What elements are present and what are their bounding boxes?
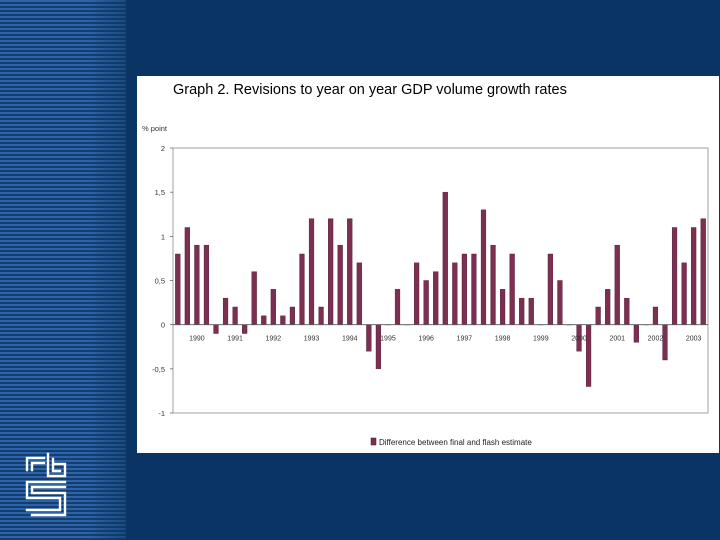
y-tick-label: 0 xyxy=(161,321,165,330)
x-tick-label: 1994 xyxy=(342,336,358,343)
bar xyxy=(490,244,496,325)
bar xyxy=(213,324,219,334)
y-tick-label: 0,5 xyxy=(155,277,165,286)
bar xyxy=(691,227,697,325)
y-tick-label: -0,5 xyxy=(152,365,165,374)
bar xyxy=(557,280,563,325)
chart-title: Graph 2. Revisions to year on year GDP v… xyxy=(173,82,567,98)
bar xyxy=(299,253,305,325)
bar xyxy=(662,324,668,361)
bar xyxy=(270,289,276,325)
bar xyxy=(194,244,200,325)
logo-b-shape xyxy=(46,452,67,478)
bar xyxy=(251,271,257,325)
bar xyxy=(519,297,525,325)
cbs-logo-icon xyxy=(25,452,67,517)
bar xyxy=(681,262,687,325)
striped-sidebar xyxy=(0,0,126,540)
bar xyxy=(652,306,659,325)
y-axis-label: % point xyxy=(142,124,168,133)
x-tick-label: 2000 xyxy=(571,336,587,343)
bar xyxy=(433,271,439,325)
bar xyxy=(414,262,420,325)
bar xyxy=(614,244,620,325)
legend-swatch xyxy=(370,437,377,446)
bar xyxy=(528,297,534,325)
x-tick-label: 2003 xyxy=(686,336,702,343)
bar xyxy=(500,289,506,325)
x-tick-label: 1990 xyxy=(189,336,205,343)
bar xyxy=(222,297,229,325)
bar xyxy=(203,244,210,325)
bar xyxy=(700,218,706,325)
bar xyxy=(232,306,238,325)
x-tick-label: 1998 xyxy=(495,336,511,343)
bar xyxy=(356,262,362,325)
bar xyxy=(337,244,343,325)
bar xyxy=(184,227,190,325)
x-tick-label: 1996 xyxy=(418,336,434,343)
bar xyxy=(671,227,678,325)
bar xyxy=(624,297,630,325)
bar xyxy=(289,306,296,325)
bar xyxy=(318,306,324,325)
bar xyxy=(280,315,286,325)
bar xyxy=(261,315,267,325)
legend: Difference between final and flash estim… xyxy=(370,437,532,447)
y-tick-label: -1 xyxy=(158,409,165,418)
bar xyxy=(471,253,477,325)
bar xyxy=(585,324,592,387)
legend-label: Difference between final and flash estim… xyxy=(379,438,532,447)
bar xyxy=(366,324,372,352)
chart-panel: Graph 2. Revisions to year on year GDP v… xyxy=(137,76,719,453)
y-tick-label: 1,5 xyxy=(155,188,165,197)
bar xyxy=(480,209,487,325)
y-tick-label: 1 xyxy=(161,232,165,241)
bar xyxy=(242,324,248,334)
y-tick-label: 2 xyxy=(161,144,165,153)
logo-s-shape xyxy=(25,480,67,517)
bar xyxy=(605,289,611,325)
bar xyxy=(633,324,639,343)
bar xyxy=(461,253,467,325)
bar xyxy=(595,306,601,325)
logo-c-shape xyxy=(25,456,46,472)
x-tick-label: 1997 xyxy=(457,336,473,343)
x-tick-label: 2001 xyxy=(609,336,625,343)
bar xyxy=(423,280,429,325)
x-tick-label: 1992 xyxy=(266,336,282,343)
x-tick-label: 1999 xyxy=(533,336,549,343)
x-tick-label: 1991 xyxy=(227,336,243,343)
bar xyxy=(442,191,448,325)
bar xyxy=(547,253,553,325)
bar-chart: % point 2 1,5 1 0,5 0 -0,5 -1 1990 1991 1992 1993 1… xyxy=(142,124,709,447)
bar xyxy=(509,253,515,325)
bar xyxy=(175,253,181,325)
bar xyxy=(394,289,401,325)
x-tick-label: 1995 xyxy=(380,336,396,343)
bar xyxy=(308,218,315,325)
bar xyxy=(328,218,334,325)
x-tick-label: 2002 xyxy=(648,336,664,343)
bar xyxy=(347,218,353,325)
bar xyxy=(375,324,381,370)
bar xyxy=(452,262,458,325)
x-tick-label: 1993 xyxy=(304,336,320,343)
